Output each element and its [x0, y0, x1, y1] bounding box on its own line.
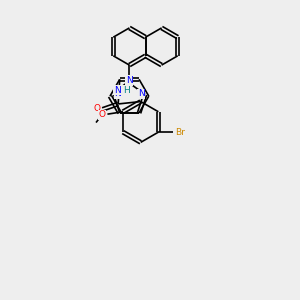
- Text: H: H: [123, 86, 130, 95]
- Text: O: O: [98, 110, 106, 119]
- Text: N: N: [114, 86, 121, 95]
- Text: O: O: [94, 104, 101, 113]
- Text: N: N: [138, 89, 145, 98]
- Text: N: N: [126, 76, 133, 85]
- Text: Br: Br: [175, 128, 185, 137]
- Text: N: N: [114, 89, 121, 98]
